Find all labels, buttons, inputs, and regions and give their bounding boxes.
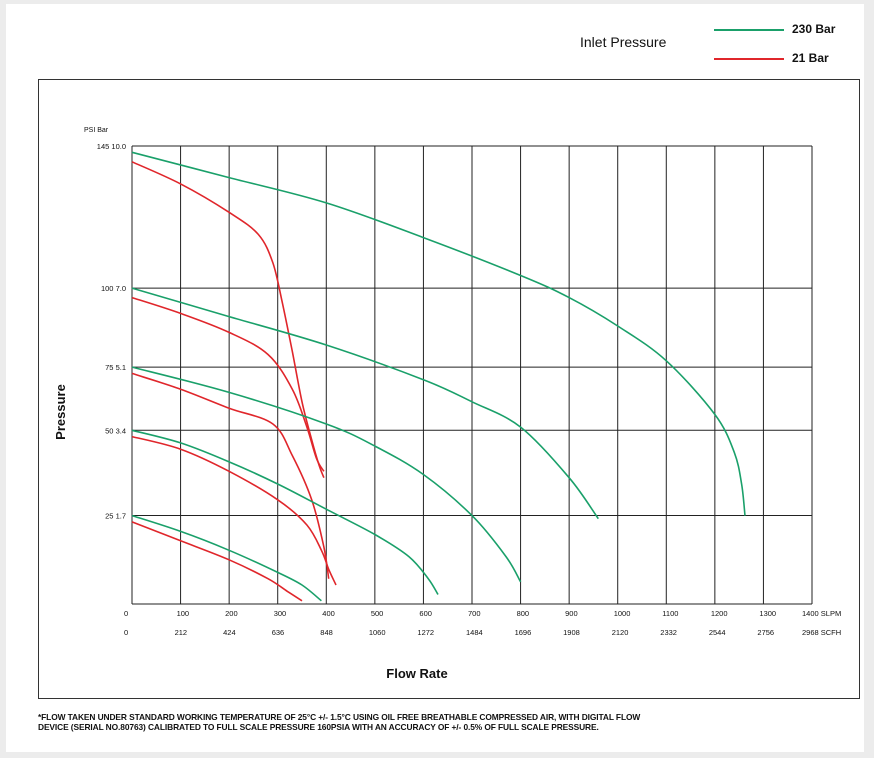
x-tick-label-scfh: 424	[223, 628, 236, 637]
x-tick-label-scfh: 1484	[466, 628, 483, 637]
x-tick-label-scfh: 2120	[612, 628, 629, 637]
x-tick-label-scfh: 2968 SCFH	[802, 628, 841, 637]
x-tick-label-slpm: 300	[274, 609, 287, 618]
x-tick-label-slpm: 100	[177, 609, 190, 618]
grid	[131, 145, 813, 605]
x-tick-label-scfh: 2332	[660, 628, 677, 637]
x-tick-label-scfh: 1060	[369, 628, 386, 637]
x-tick-label-slpm: 1000	[614, 609, 631, 618]
footnote: *FLOW TAKEN UNDER STANDARD WORKING TEMPE…	[38, 712, 868, 732]
x-tick-label-slpm: 1400 SLPM	[802, 609, 841, 618]
series-line-21-bar	[131, 521, 303, 602]
legend-line-21-bar	[714, 58, 784, 60]
legend-line-230-bar	[714, 29, 784, 31]
series-line-21-bar	[131, 435, 337, 586]
x-tick-label-scfh: 848	[320, 628, 333, 637]
x-tick-label-slpm: 200	[225, 609, 238, 618]
axis-ticks: 25 1.7 50 3.4 75 5.1 100 7.0 145 10.0 0 100 200…	[97, 142, 841, 637]
y-tick-label: 145 10.0	[97, 142, 126, 151]
x-tick-label-slpm: 1200	[711, 609, 728, 618]
series-line-230-bar	[131, 287, 599, 520]
footnote-line-1: *FLOW TAKEN UNDER STANDARD WORKING TEMPE…	[38, 712, 641, 722]
x-tick-label-slpm: 0	[124, 609, 128, 618]
series-line-230-bar	[131, 151, 746, 516]
legend-title: Inlet Pressure	[580, 34, 667, 50]
x-tick-label-slpm: 1100	[662, 609, 678, 618]
series-line-230-bar	[131, 429, 439, 595]
x-tick-label-scfh: 2544	[709, 628, 726, 637]
x-tick-label-slpm: 900	[565, 609, 578, 618]
series-line-230-bar	[131, 514, 322, 602]
series-line-21-bar	[131, 296, 325, 472]
legend-label-21-bar: 21 Bar	[792, 51, 829, 65]
y-tick-label: 25 1.7	[105, 512, 126, 521]
x-tick-label-slpm: 800	[517, 609, 530, 618]
x-axis-label: Flow Rate	[386, 666, 447, 681]
x-tick-label-scfh: 1696	[515, 628, 532, 637]
y-unit-header: PSI Bar	[84, 127, 109, 134]
chart-frame	[38, 79, 860, 699]
x-tick-label-scfh: 2756	[757, 628, 774, 637]
x-tick-label-scfh: 0	[124, 628, 128, 637]
x-tick-label-scfh: 636	[272, 628, 285, 637]
x-tick-label-scfh: 212	[175, 628, 188, 637]
footnote-line-2: DEVICE (SERIAL NO.80763) CALIBRATED TO F…	[38, 722, 599, 732]
x-tick-label-slpm: 500	[371, 609, 384, 618]
y-tick-label: 75 5.1	[105, 363, 126, 372]
legend-label-230-bar: 230 Bar	[792, 22, 836, 36]
y-tick-label: 100 7.0	[101, 284, 126, 293]
y-tick-label: 50 3.4	[105, 426, 126, 435]
x-tick-label-slpm: 1300	[759, 609, 776, 618]
x-tick-label-scfh: 1908	[563, 628, 580, 637]
series-line-21-bar	[131, 372, 330, 579]
x-tick-label-slpm: 600	[419, 609, 432, 618]
x-tick-label-slpm: 700	[468, 609, 481, 618]
series-lines	[131, 151, 746, 602]
y-axis-label: Pressure	[53, 384, 68, 440]
x-tick-label-scfh: 1272	[417, 628, 434, 637]
x-tick-label-slpm: 400	[322, 609, 335, 618]
series-line-230-bar	[131, 366, 522, 583]
